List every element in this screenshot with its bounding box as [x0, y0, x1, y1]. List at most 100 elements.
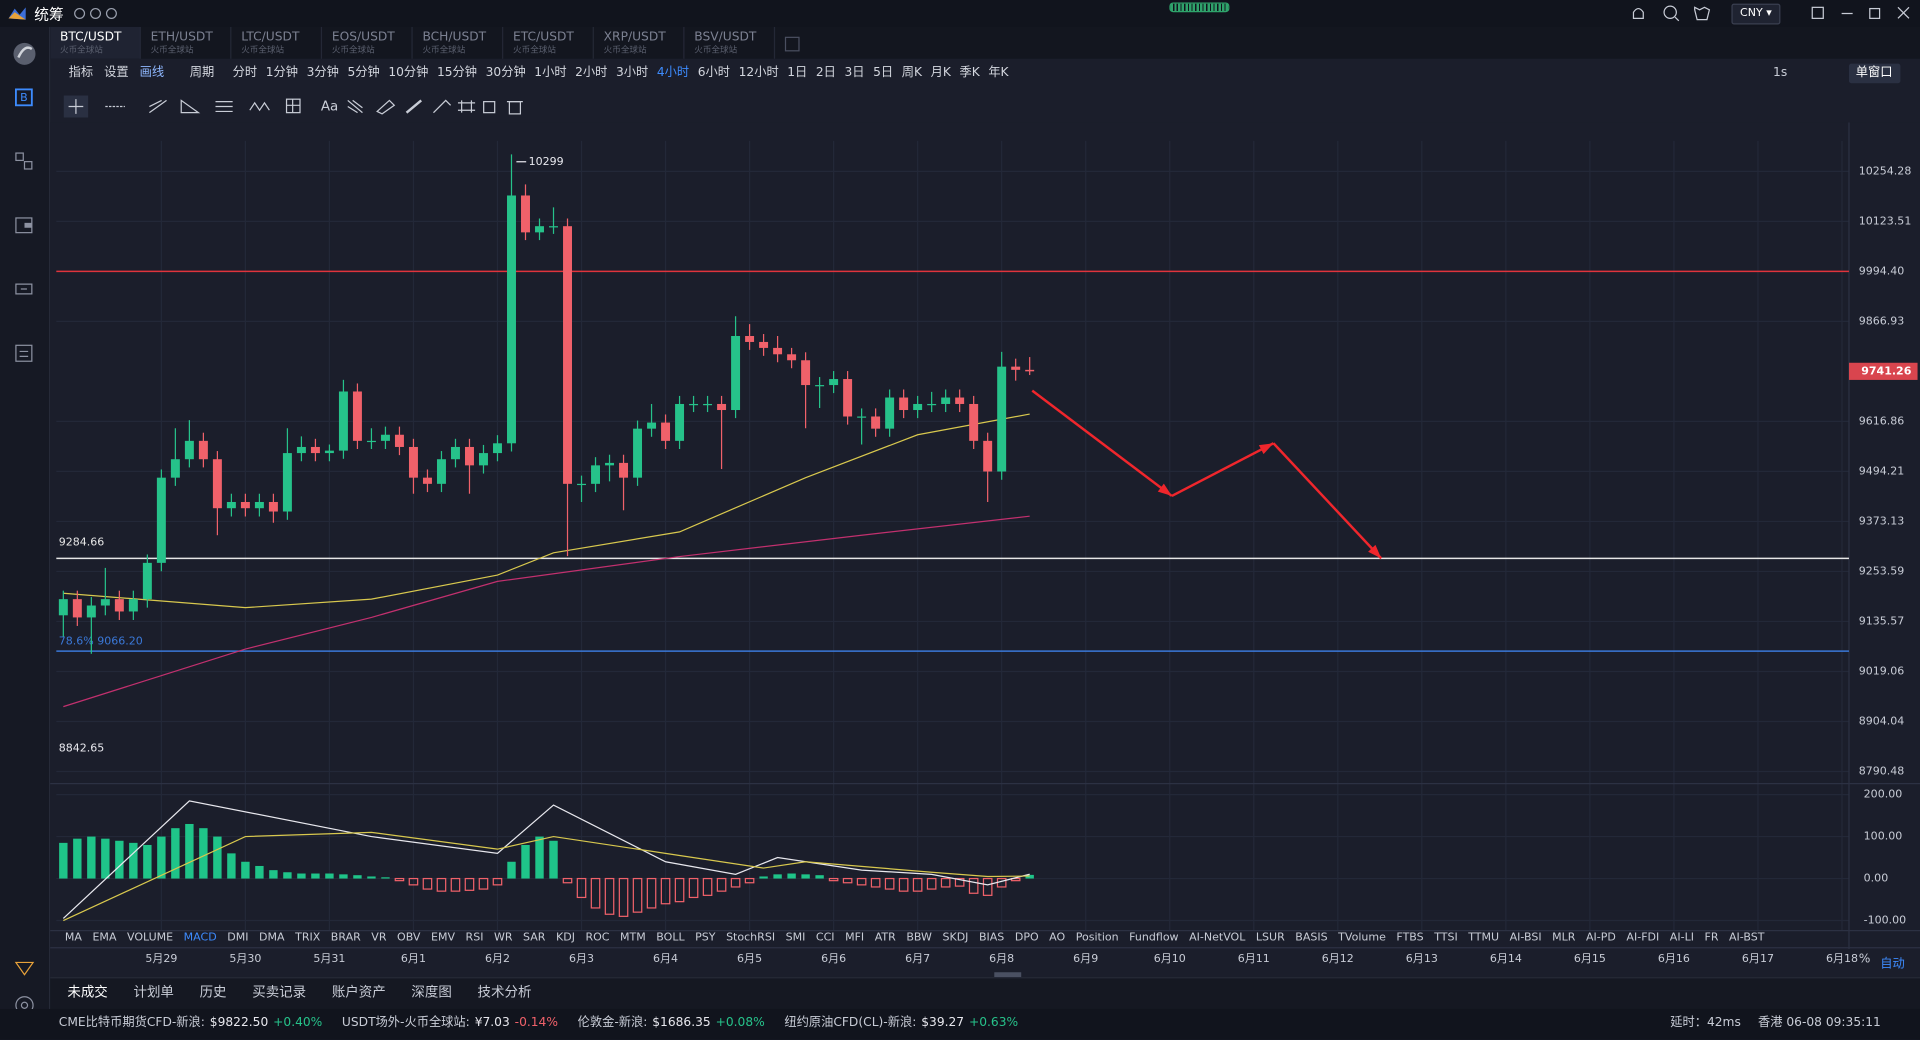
bottom-tab[interactable]: 历史 — [199, 984, 227, 1001]
period-button[interactable]: 4小时 — [656, 66, 690, 80]
pair-tab[interactable]: BSV/USDT 火币全球站 — [684, 26, 776, 59]
period-button[interactable]: 1日 — [787, 66, 808, 80]
period-button[interactable]: 分时 — [232, 66, 258, 80]
indicator-button[interactable]: Position — [1075, 931, 1119, 945]
pair-tab[interactable]: ETH/USDT 火币全球站 — [141, 26, 232, 59]
period-button[interactable]: 10分钟 — [388, 66, 429, 80]
candle-body — [605, 462, 615, 466]
indicator-button[interactable]: MLR — [1552, 931, 1576, 945]
period-button[interactable]: 3日 — [844, 66, 865, 80]
bottom-tab[interactable]: 深度图 — [411, 984, 452, 1001]
period-button[interactable]: 30分钟 — [485, 66, 526, 80]
add-tab[interactable] — [784, 36, 800, 52]
period-button[interactable]: 5分钟 — [347, 66, 380, 80]
period-button[interactable]: 3小时 — [616, 66, 649, 80]
window-mode[interactable]: 单窗口 — [1848, 63, 1900, 84]
period-button[interactable]: 1小时 — [534, 66, 567, 80]
refresh-rate[interactable]: 1s — [1773, 66, 1788, 80]
indicator-button[interactable]: AI-PD — [1586, 931, 1616, 945]
candle-body — [801, 360, 811, 386]
indicator-button[interactable]: AI-FDI — [1626, 931, 1660, 945]
indicator-button[interactable]: SKDJ — [942, 931, 969, 945]
indicator-button[interactable]: AI-NetVOL — [1189, 931, 1246, 945]
indicator-button[interactable]: OBV — [397, 931, 421, 945]
macd-bar — [898, 877, 909, 892]
indicator-button[interactable]: EMA — [92, 931, 117, 945]
pair-tab[interactable]: XRP/USDT 火币全球站 — [594, 26, 685, 59]
period-button[interactable]: 12小时 — [738, 66, 779, 80]
indicator-button[interactable]: AI-LI — [1669, 931, 1694, 945]
x-tick-label: 6月13 — [1406, 952, 1438, 965]
indicator-button[interactable]: LSUR — [1255, 931, 1285, 945]
axis-control[interactable]: 自动 — [1880, 957, 1905, 972]
indicator-button[interactable]: SAR — [523, 931, 546, 945]
pair-tab[interactable]: LTC/USDT 火币全球站 — [231, 26, 323, 59]
line-series — [63, 515, 1030, 708]
candle-body — [479, 453, 488, 466]
indicator-button[interactable]: BRAR — [330, 931, 361, 945]
indicator-button[interactable]: AO — [1049, 931, 1066, 945]
indicator-button[interactable]: BIAS — [978, 931, 1005, 945]
bottom-tab[interactable]: 计划单 — [133, 984, 174, 1001]
indicator-button[interactable]: MA — [64, 931, 82, 945]
axis-control[interactable]: % — [1858, 952, 1871, 967]
indicator-button[interactable]: PSY — [695, 931, 716, 945]
period-button[interactable]: 季K — [959, 66, 980, 80]
indicator-button[interactable]: ROC — [585, 931, 610, 945]
indicator-button[interactable]: TTMU — [1468, 931, 1500, 945]
pair-tab[interactable]: BCH/USDT 火币全球站 — [413, 26, 504, 59]
period-button[interactable]: 月K — [930, 66, 951, 80]
indicator-button[interactable]: WR — [493, 931, 513, 945]
indicator-button[interactable]: BASIS — [1295, 931, 1328, 945]
pair-tab[interactable]: EOS/USDT 火币全球站 — [322, 26, 413, 59]
indicator-button[interactable]: TVolume — [1338, 931, 1386, 945]
indicator-button[interactable]: SMI — [785, 931, 806, 945]
toolbar-button[interactable]: 画线 — [139, 66, 165, 80]
indicator-button[interactable]: StochRSI — [726, 931, 776, 945]
indicator-button[interactable]: VR — [371, 931, 387, 945]
indicator-button[interactable]: BBW — [906, 931, 932, 945]
indicator-button[interactable]: Fundflow — [1129, 931, 1179, 945]
period-button[interactable]: 15分钟 — [436, 66, 478, 80]
window-controls[interactable] — [1810, 5, 1918, 22]
bottom-tab[interactable]: 未成交 — [67, 984, 108, 1001]
indicator-button[interactable]: AI-BSI — [1509, 931, 1542, 945]
bottom-tab[interactable]: 账户资产 — [331, 984, 386, 1001]
indicator-button[interactable]: CCI — [815, 931, 835, 945]
indicator-button[interactable]: MACD — [183, 931, 217, 945]
toolbar-button[interactable]: 设置 — [104, 66, 129, 80]
indicator-button[interactable]: KDJ — [555, 931, 575, 945]
indicator-button[interactable]: MTM — [620, 931, 646, 945]
indicator-button[interactable]: TTSI — [1434, 931, 1458, 945]
period-button[interactable]: 周K — [901, 66, 923, 80]
indicator-button[interactable]: ATR — [874, 931, 896, 945]
period-button[interactable]: 5日 — [873, 66, 894, 80]
toolbar-button[interactable]: 指标 — [68, 66, 94, 80]
period-button[interactable]: 年K — [988, 66, 1009, 80]
indicator-button[interactable]: EMV — [431, 931, 456, 945]
bottom-tabs: 未成交 计划单 历史 买卖记录 账户资产 深度图 技术分析 — [50, 977, 1920, 1009]
indicator-button[interactable]: TRIX — [295, 931, 321, 945]
indicator-button[interactable]: DPO — [1014, 931, 1039, 945]
indicator-button[interactable]: RSI — [465, 931, 484, 945]
period-button[interactable]: 2小时 — [575, 66, 608, 80]
bottom-tab[interactable]: 技术分析 — [477, 984, 532, 1001]
currency-select[interactable]: CNY ▾ — [1731, 3, 1781, 25]
indicator-button[interactable]: FTBS — [1396, 931, 1424, 945]
period-button[interactable]: 3分钟 — [306, 66, 339, 80]
indicator-button[interactable]: BOLL — [656, 931, 685, 945]
indicator-button[interactable]: MFI — [845, 931, 865, 945]
period-button[interactable]: 1分钟 — [265, 66, 299, 80]
period-button[interactable]: 2日 — [815, 66, 836, 80]
period-button[interactable]: 6小时 — [697, 66, 731, 80]
bottom-tab[interactable]: 买卖记录 — [252, 984, 307, 1001]
indicator-button[interactable]: VOLUME — [127, 931, 174, 945]
pair-tab[interactable]: BTC/USDT 火币全球站 — [50, 26, 141, 59]
indicator-button[interactable]: AI-BST — [1729, 931, 1765, 945]
pair-tab[interactable]: ETC/USDT 火币全球站 — [503, 26, 594, 59]
period-label[interactable]: 周期 — [189, 66, 215, 80]
indicator-button[interactable]: DMI — [227, 931, 249, 945]
text-tool[interactable]: Aa — [321, 100, 338, 115]
indicator-button[interactable]: DMA — [259, 931, 285, 945]
indicator-button[interactable]: FR — [1704, 931, 1719, 945]
